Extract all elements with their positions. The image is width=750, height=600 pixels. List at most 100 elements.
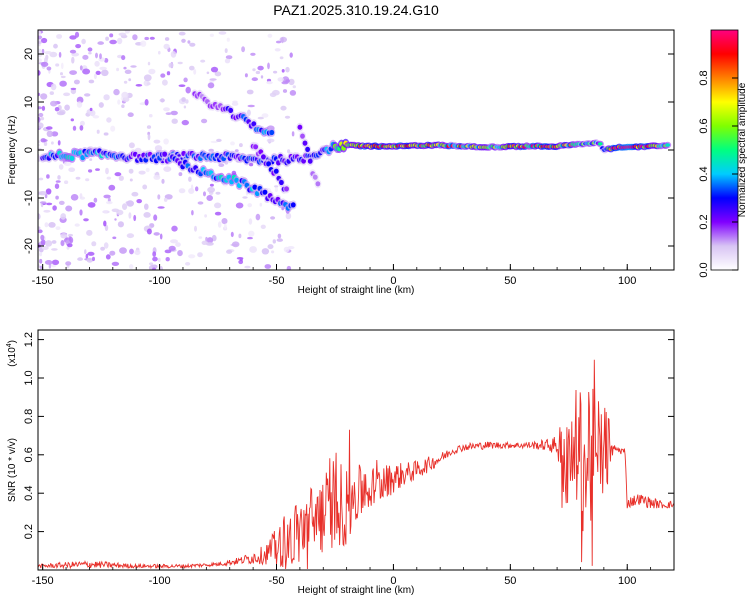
spectrogram-noise-blob (207, 82, 215, 89)
spectrogram-noise-blob (103, 220, 107, 227)
spectrogram-noise-blob (64, 104, 70, 111)
spectrogram-noise-blob (144, 99, 149, 106)
spectrogram-noise-blob (129, 248, 134, 255)
spectrogram-cell (305, 146, 310, 152)
spectrogram-cell (297, 124, 303, 130)
spectrogram-noise-blob (103, 242, 109, 249)
spectrogram-noise-blob (38, 191, 47, 196)
spectrogram-noise-blob (163, 107, 170, 112)
spectrogram-noise-blob (97, 41, 104, 45)
spectrogram-noise-blob (234, 149, 239, 153)
spectrogram-noise-blob (55, 195, 59, 200)
spectrogram-noise-blob (260, 224, 266, 229)
spectrogram-noise-blob (39, 252, 43, 257)
x-tick-label: 0 (390, 275, 396, 287)
spectrogram-noise-blob (94, 60, 100, 67)
spectrogram-noise-blob (93, 197, 98, 203)
snr-multiplier-prefix: (x10 (7, 347, 18, 367)
spectrogram-noise-blob (38, 30, 41, 36)
spectrogram-noise-blob (101, 69, 109, 77)
spectrogram-noise-blob (203, 191, 206, 197)
spectrogram-noise-blob (95, 52, 98, 59)
spectrogram-noise-blob (51, 131, 59, 137)
spectrogram-noise-blob (270, 216, 276, 220)
spectrogram-noise-blob (84, 249, 87, 255)
colorbar-label: Normalized spectral amplitude (737, 82, 748, 217)
chart-title: PAZ1.2025.310.19.24.G10 (273, 2, 439, 18)
spectrogram-noise-blob (38, 122, 44, 129)
spectrogram-noise-blob (129, 264, 134, 270)
spectrogram-noise-blob (164, 37, 170, 41)
spectrogram-noise-blob (105, 254, 111, 260)
y-tick-label: 1.2 (23, 332, 35, 347)
x-tick-label: 100 (618, 575, 636, 587)
spectrogram-noise-blob (284, 115, 291, 119)
spectrogram-noise-blob (123, 66, 127, 70)
spectrogram-noise-blob (146, 125, 152, 129)
spectrogram-noise-blob (266, 138, 275, 143)
spectrogram-noise-blob (72, 125, 77, 131)
spectrogram-noise-blob (215, 191, 221, 195)
spectrogram-noise-blob (109, 39, 117, 45)
spectrogram-cell (597, 142, 603, 146)
spectrogram-noise-blob (113, 88, 120, 96)
spectrogram-noise-blob (76, 101, 83, 108)
spectrogram-noise-blob (51, 141, 54, 145)
spectrogram-noise-blob (200, 59, 206, 63)
spectrogram-noise-blob (224, 58, 231, 64)
spectrogram-noise-blob (82, 54, 89, 60)
spectrogram-noise-blob (86, 229, 93, 236)
spectrogram-noise-blob (206, 237, 214, 244)
spectrogram-noise-blob (194, 225, 197, 232)
spectrogram-noise-blob (183, 77, 188, 83)
spectrogram-noise-blob (157, 194, 161, 200)
spectrogram-noise-blob (257, 65, 264, 71)
spectrogram-noise-blob (288, 78, 295, 86)
spectrogram-noise-blob (135, 84, 143, 87)
spectrogram-noise-blob (58, 164, 64, 170)
spectrogram-noise-blob (157, 257, 161, 263)
spectrogram-noise-blob (46, 66, 52, 71)
spectrogram-noise-blob (152, 267, 156, 270)
spectrogram-noise-blob (133, 214, 137, 222)
spectrogram-noise-blob (59, 80, 67, 87)
spectrogram-noise-blob (226, 37, 230, 42)
spectrogram-noise-blob (208, 148, 214, 152)
spectrogram-noise-blob (134, 249, 141, 256)
spectrogram-noise-blob (129, 178, 133, 182)
x-tick-label: -150 (32, 275, 54, 287)
spectrogram-noise-blob (54, 183, 60, 189)
spectrogram-noise-blob (103, 94, 110, 101)
spectrogram-noise-blob (125, 201, 130, 204)
spectrogram-noise-blob (61, 62, 64, 69)
snr-multiplier-exponent: 4 (6, 343, 13, 347)
spectrogram-noise-blob (185, 86, 191, 94)
spectrogram-noise-blob (38, 92, 41, 97)
spectrogram-noise-blob (281, 69, 285, 73)
spectrogram-noise-blob (93, 73, 97, 80)
spectrogram-noise-blob (43, 209, 51, 213)
spectrogram-noise-blob (71, 52, 80, 57)
y-tick-label: -10 (23, 190, 35, 206)
spectrogram-noise-blob (65, 205, 73, 212)
spectrogram-noise-blob (198, 236, 203, 239)
spectrogram-noise-blob (291, 131, 295, 137)
spectrogram-noise-blob (55, 226, 61, 231)
spectrogram-cell (315, 181, 321, 187)
spectrogram-noise-blob (226, 249, 233, 254)
spectrogram-noise-blob (110, 125, 116, 132)
spectrogram-noise-blob (131, 191, 139, 197)
spectrogram-noise-blob (163, 197, 168, 202)
spectrogram-noise-blob (178, 172, 183, 177)
spectrogram-noise-blob (185, 262, 191, 266)
spectrogram-noise-blob (96, 129, 100, 134)
snr-y-axis-title: SNR (10 * v/v) (7, 438, 18, 502)
spectrogram-noise-blob (117, 99, 121, 105)
spectrogram-noise-blob (197, 201, 204, 205)
spectrogram-noise-blob (246, 109, 251, 117)
spectrogram-feature-layer (39, 89, 672, 213)
spectrogram-noise-blob (84, 93, 91, 97)
spectrogram-noise-blob (119, 247, 127, 254)
spectrogram-cell (273, 168, 279, 174)
